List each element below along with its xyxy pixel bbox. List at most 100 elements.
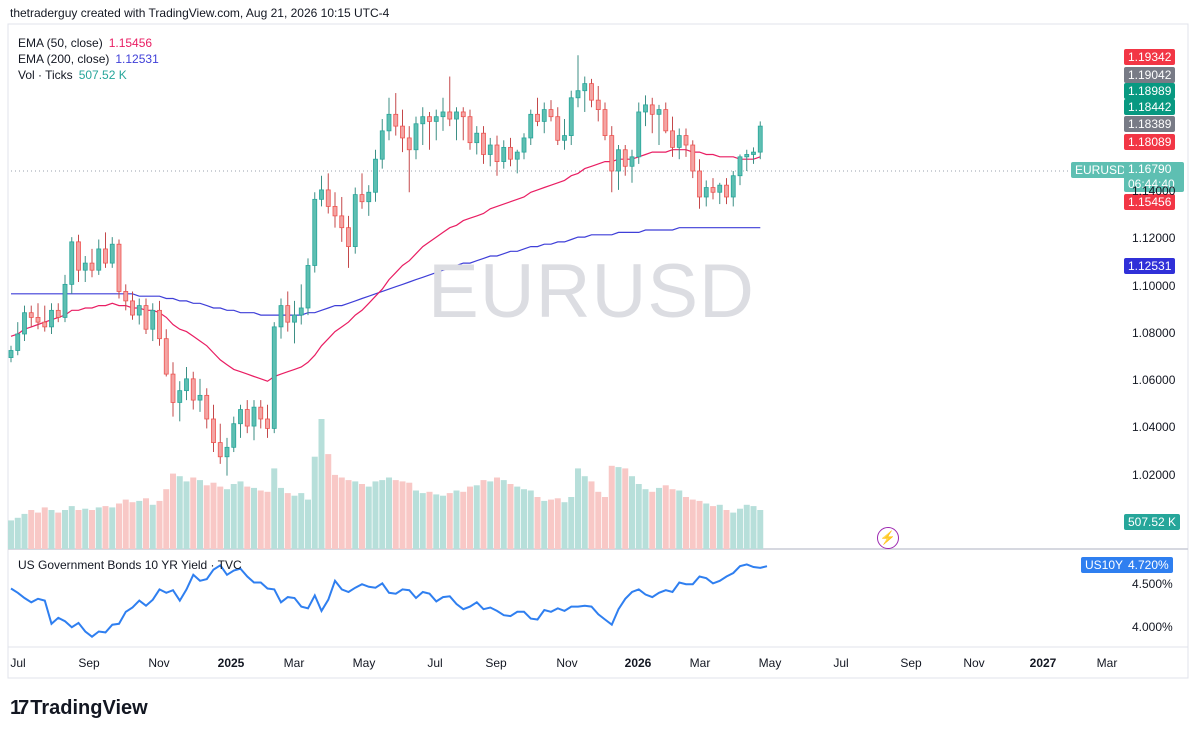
candle-body: [690, 144, 696, 172]
volume-bar: [696, 500, 703, 549]
price-tick: 1.12000: [1132, 231, 1176, 246]
candle-body: [22, 312, 27, 335]
price-tag-4: 1.18442: [1124, 99, 1176, 115]
volume-bar: [271, 468, 278, 549]
lower-pane-label[interactable]: US Government Bonds 10 YR Yield · TVC: [18, 558, 242, 572]
volume-bar: [669, 489, 676, 549]
volume-bar: [203, 485, 210, 549]
candle-body: [386, 113, 392, 132]
volume-bar: [8, 520, 14, 549]
candle-body: [332, 206, 338, 217]
volume-bar: [642, 489, 649, 549]
legend-ema50[interactable]: EMA (50, close) 1.15456: [18, 36, 152, 50]
candle-body: [211, 418, 216, 443]
candle-body: [265, 418, 270, 429]
time-tick: May: [758, 656, 782, 670]
candle-body: [521, 137, 527, 153]
candle-body: [420, 116, 426, 125]
price-tag-3: 1.18989: [1124, 83, 1176, 99]
candle-body: [109, 243, 115, 264]
tradingview-logo-text: TradingView: [30, 697, 148, 719]
last-price-value: 1.16790: [1128, 162, 1172, 176]
time-tick: Nov: [963, 656, 985, 670]
candle-body: [433, 116, 439, 122]
candle-body: [548, 109, 554, 118]
candle-body: [568, 97, 574, 136]
time-tick: Jul: [10, 656, 26, 670]
volume-bar: [352, 481, 359, 549]
volume-bar: [703, 503, 710, 549]
candle-body: [285, 305, 291, 323]
candle-body: [157, 309, 162, 340]
volume-bar: [386, 477, 392, 549]
tradingview-logo[interactable]: 17 TradingView: [10, 697, 148, 720]
ema-lines: [10, 149, 761, 382]
volume-bar: [723, 510, 730, 549]
legend-volume[interactable]: Vol · Ticks 507.52 K: [18, 68, 127, 82]
price-tag-6: 1.18089: [1124, 134, 1176, 150]
candle-body: [116, 243, 122, 292]
volume-bar: [433, 494, 440, 549]
volume-bar: [257, 490, 264, 549]
volume-bar: [615, 467, 622, 549]
volume-bar: [500, 480, 507, 549]
candle-body: [292, 314, 297, 323]
candle-body: [744, 154, 750, 158]
volume-bar: [291, 495, 298, 549]
legend-ema200[interactable]: EMA (200, close) 1.12531: [18, 52, 159, 66]
volume-bar: [210, 482, 217, 549]
candle-body: [676, 135, 682, 148]
candle-body: [609, 135, 615, 172]
candle-body: [616, 149, 621, 172]
legend-volume-label: Vol · Ticks: [18, 68, 73, 82]
time-tick: May: [352, 656, 376, 670]
candle-body: [663, 109, 669, 132]
volume-bar: [743, 504, 750, 549]
price-tick: 1.02000: [1132, 467, 1176, 482]
volume-bar: [95, 507, 102, 549]
candle-body: [96, 248, 102, 271]
candle-body: [136, 305, 142, 316]
candle-body: [649, 104, 655, 115]
volume-bar: [527, 490, 534, 549]
volume-tag: 507.52 K: [1124, 514, 1181, 530]
time-tick: 2027: [1029, 656, 1057, 670]
candle-body: [359, 194, 365, 203]
price-tag-1: 1.19342: [1124, 49, 1176, 65]
volume-bar: [757, 510, 764, 549]
us10y-line: [10, 563, 768, 638]
flash-icon[interactable]: ⚡: [877, 527, 899, 549]
candle-body: [366, 191, 372, 203]
volume-bar: [163, 489, 170, 549]
volume-bar: [129, 502, 136, 549]
candle-body: [454, 111, 459, 120]
volume-bar: [473, 485, 480, 549]
time-tick: 2026: [624, 656, 652, 670]
volume-bar: [554, 498, 561, 549]
volume-bar: [244, 486, 251, 549]
volume-bar: [332, 474, 338, 549]
time-tick: Jul: [427, 656, 443, 670]
legend-volume-value: 507.52 K: [78, 68, 127, 82]
volume-bar: [494, 477, 500, 549]
candle-body: [724, 184, 729, 198]
candle-body: [460, 111, 466, 118]
candle-body: [703, 187, 709, 198]
candle-body: [278, 305, 284, 328]
volume-bar: [514, 486, 521, 549]
volume-bar: [197, 480, 203, 549]
candle-body: [177, 390, 183, 403]
volume-bar: [359, 484, 365, 549]
volume-bar: [311, 456, 318, 549]
volume-bar: [602, 497, 608, 549]
candle-body: [622, 149, 628, 167]
volume-bar: [149, 504, 156, 549]
legend-ema50-value: 1.15456: [108, 36, 153, 50]
tradingview-logo-mark: 17: [10, 697, 29, 719]
candle-body: [528, 113, 534, 139]
volume-bar: [156, 500, 163, 549]
candle-body: [440, 111, 446, 118]
candle-body: [346, 227, 351, 247]
volume-bar: [689, 499, 696, 549]
